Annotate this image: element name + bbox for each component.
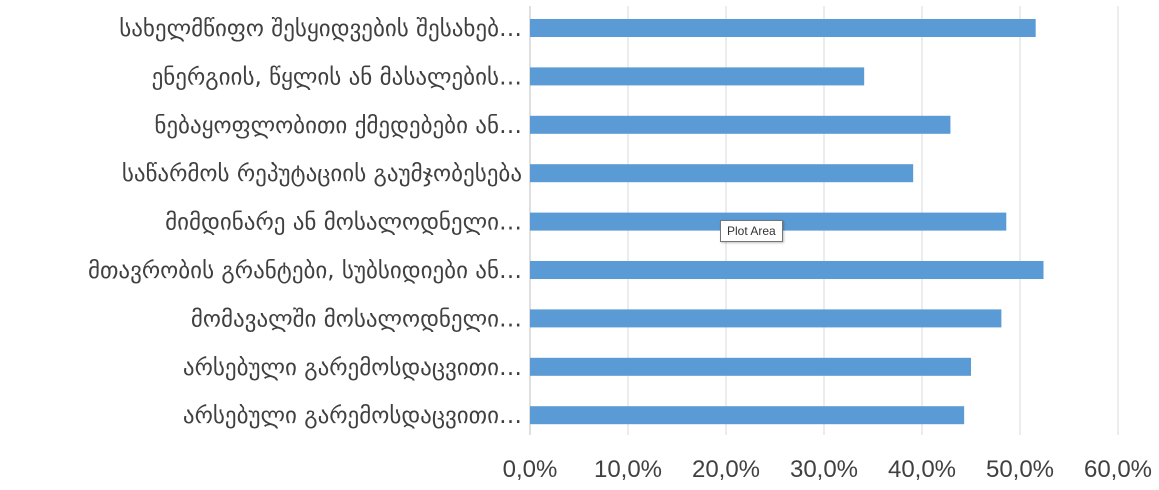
category-label: მთავრობის გრანტები, სუბსიდიები ან… — [88, 258, 522, 284]
category-label: არსებული გარემოსდაცვითი… — [183, 403, 522, 429]
x-tick-label: 40,0% — [888, 456, 956, 483]
x-tick-label: 0,0% — [503, 456, 558, 483]
bar[interactable] — [530, 406, 965, 425]
category-label: არსებული გარემოსდაცვითი… — [183, 355, 522, 381]
category-label: მომავალში მოსალოდნელი… — [191, 306, 522, 332]
category-labels: სახელმწიფო შესყიდვების შესახებ… ენერგიის,… — [88, 16, 522, 429]
bar[interactable] — [530, 115, 951, 134]
bar[interactable] — [530, 309, 1002, 328]
category-label: სახელმწიფო შესყიდვების შესახებ… — [119, 16, 522, 42]
plot-area-tooltip: Plot Area — [720, 220, 783, 242]
x-tick-label: 30,0% — [790, 456, 858, 483]
x-tick-label: 50,0% — [986, 456, 1054, 483]
bar[interactable] — [530, 67, 865, 86]
x-tick-label: 20,0% — [692, 456, 760, 483]
bar[interactable] — [530, 19, 1036, 37]
category-label: ნებაყოფლობითი ქმედებები ან… — [154, 113, 522, 139]
category-label: მიმდინარე ან მოსალოდნელი… — [165, 210, 522, 236]
bars — [530, 19, 1044, 425]
x-tick-labels: 0,0% 10,0% 20,0% 30,0% 40,0% 50,0% 60,0% — [503, 456, 1152, 483]
bar[interactable] — [530, 164, 914, 183]
bar[interactable] — [530, 357, 971, 376]
category-label: საწარმოს რეპუტაციის გაუმჯობესება — [122, 161, 522, 187]
bar[interactable] — [530, 261, 1044, 279]
category-label: ენერგიის, წყლის ან მასალების… — [152, 64, 522, 90]
x-tick-label: 60,0% — [1084, 456, 1152, 483]
x-tick-label: 10,0% — [594, 456, 662, 483]
